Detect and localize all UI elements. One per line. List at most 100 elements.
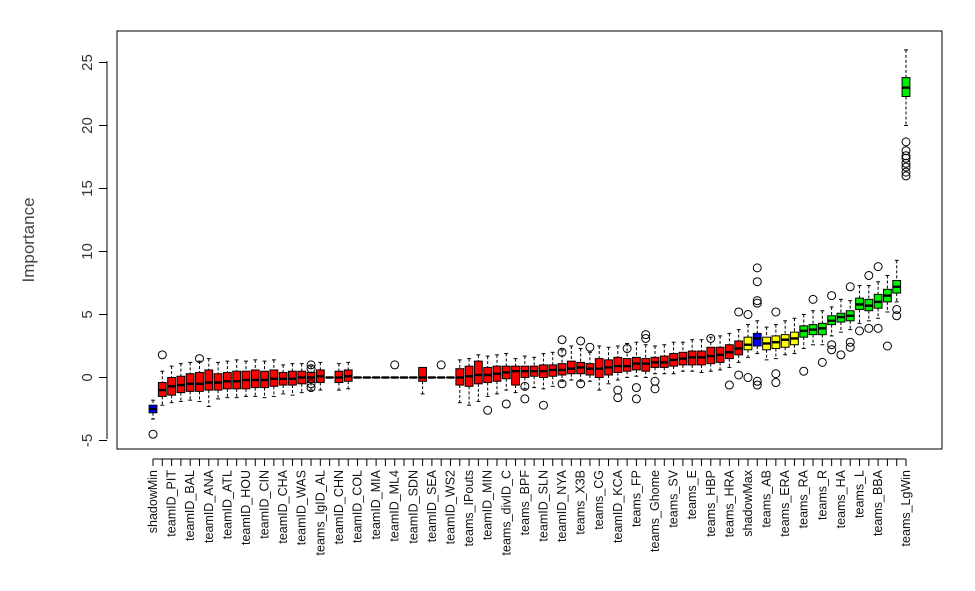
outlier-point — [576, 336, 586, 346]
y-tick-label: 10 — [79, 243, 96, 260]
outlier-point — [882, 341, 892, 351]
x-tick-label: teamID_MIN — [481, 470, 495, 540]
x-tick-label: shadowMin — [146, 470, 160, 533]
box-teams_SV — [669, 341, 678, 375]
box-item-37 — [492, 354, 502, 395]
outlier-point — [641, 333, 651, 343]
y-ticks: -5 0 5 10 15 20 25 — [79, 54, 107, 447]
y-tick-label: 15 — [79, 180, 96, 197]
outlier-point — [194, 354, 204, 364]
outlier-point — [538, 400, 548, 410]
x-tick-label: teams_divID_C — [499, 470, 513, 555]
outlier-point — [892, 304, 902, 314]
box-body — [473, 360, 483, 385]
box-body — [752, 332, 762, 347]
x-tick-label: teamID_KCA — [611, 469, 625, 543]
box-item-71 — [808, 294, 818, 346]
outlier-point — [306, 360, 316, 370]
box-teams_IPouts — [464, 358, 474, 406]
outlier-point — [306, 383, 316, 393]
box-item-5 — [194, 354, 204, 402]
outlier-point — [864, 323, 874, 333]
outlier-point — [873, 262, 883, 272]
outlier-point — [771, 307, 781, 317]
x-tick-label: teams_ERA — [778, 469, 792, 536]
x-tick-label: teamID_COL — [351, 470, 365, 543]
x-tick-label: teamID_BAL — [183, 470, 197, 541]
x-tick-label: teamID_CIN — [258, 470, 272, 539]
outlier-point — [613, 385, 623, 395]
x-tick-label: teamID_ML4 — [388, 470, 402, 542]
box-teams_E — [687, 339, 697, 372]
outlier-point — [771, 369, 781, 379]
y-axis: -5 0 5 10 15 20 25 — [79, 54, 108, 447]
outlier-point — [650, 384, 660, 394]
x-tick-label: teams_LgWin — [899, 470, 913, 546]
x-ticks: shadowMin teamID_PIT teamID_BAL teamID_ANA t… — [146, 459, 913, 555]
box-body — [566, 360, 576, 375]
y-axis-label: Importance — [19, 197, 38, 282]
box-body — [195, 371, 204, 392]
outlier-point — [724, 380, 734, 390]
box-item-13 — [269, 359, 279, 397]
box-body — [232, 370, 242, 390]
outlier-point — [873, 323, 883, 333]
x-tick-label: teams_HRA — [722, 469, 736, 537]
box-item-55 — [659, 344, 669, 375]
box-teamID_CHA — [278, 364, 288, 395]
box-item-77 — [864, 270, 874, 333]
box-item-73 — [827, 291, 837, 355]
outlier-point — [752, 296, 762, 306]
outlier-point — [650, 376, 660, 386]
box-teamID_WAS — [297, 363, 307, 394]
x-tick-label: teamID_WAS — [295, 470, 309, 545]
box-item-31 — [436, 360, 446, 379]
x-tick-label: teamID_CHA — [276, 469, 290, 543]
x-axis: shadowMin teamID_PIT teamID_BAL teamID_ANA t… — [146, 458, 913, 555]
outlier-point — [631, 394, 641, 404]
box-item-3 — [176, 363, 186, 402]
y-tick-label: -5 — [79, 434, 96, 447]
box-teamID_NYA — [557, 335, 567, 389]
x-tick-label: teams_BPF — [518, 470, 532, 536]
box-item-51 — [622, 342, 632, 378]
outlier-point — [752, 298, 762, 308]
box-item-7 — [213, 361, 223, 400]
outlier-point — [306, 364, 316, 374]
x-tick-label: teams_Ghome — [648, 470, 662, 552]
outlier-point — [576, 379, 586, 389]
outlier-point — [436, 360, 446, 370]
outlier-point — [901, 137, 911, 147]
outlier-point — [501, 399, 511, 409]
outlier-point — [901, 158, 911, 168]
x-tick-label: teams_X3B — [574, 470, 588, 535]
box-item-35 — [473, 354, 483, 402]
outlier-point — [148, 429, 158, 439]
box-teamID_ANA — [204, 358, 214, 407]
box-teamID_CHN — [334, 363, 344, 391]
box-item-21 — [343, 361, 353, 390]
y-tick-label: 20 — [79, 117, 96, 134]
box-item-43 — [548, 351, 558, 387]
outlier-point — [483, 405, 493, 415]
box-item-11 — [250, 359, 260, 397]
box-teams_HA — [836, 298, 846, 360]
box-teams_LgWin — [901, 49, 911, 181]
box-teamID_ATL — [222, 360, 232, 399]
box-body — [743, 336, 753, 351]
outlier-point — [622, 344, 632, 354]
box-teamID_MIN — [483, 355, 493, 415]
box-teamID_ML4 — [390, 360, 400, 379]
box-body — [418, 366, 427, 382]
box-item-49 — [604, 346, 613, 385]
x-tick-label: teams_SV — [667, 469, 681, 527]
box-item-33 — [455, 359, 465, 404]
box-item-15 — [288, 363, 297, 396]
box-teams_FP — [631, 341, 641, 404]
box-item-29 — [418, 366, 427, 395]
box-teamID_PIT — [167, 365, 176, 404]
x-tick-label: teams_lgID_AL — [313, 470, 327, 556]
outlier-point — [520, 394, 530, 404]
box-shadowMin — [148, 399, 158, 439]
